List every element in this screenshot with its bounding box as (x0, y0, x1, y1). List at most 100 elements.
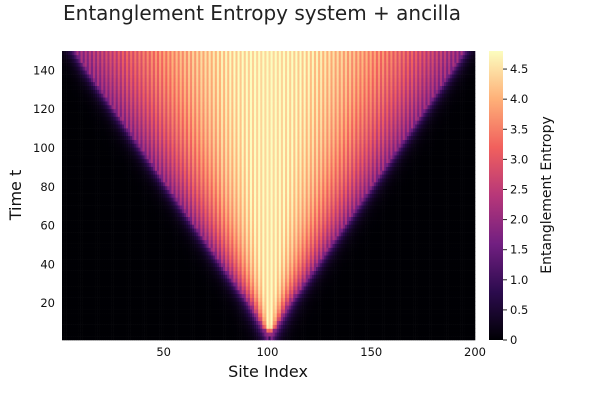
heatmap-cell (369, 336, 373, 341)
heatmap-cell (266, 262, 269, 268)
heatmap-cell (192, 332, 195, 337)
heatmap-cell (468, 278, 472, 283)
heatmap-cell (398, 313, 401, 318)
heatmap-cell (210, 313, 214, 318)
heatmap-cell (113, 332, 116, 337)
heatmap-cell (344, 336, 348, 341)
heatmap-cell (382, 305, 385, 310)
heatmap-cell (357, 266, 360, 271)
heatmap-cell (126, 262, 129, 268)
heatmap-cell (363, 255, 366, 260)
heatmap-cell (70, 320, 73, 325)
heatmap-cell (113, 262, 116, 268)
heatmap-cell (369, 305, 373, 310)
heatmap-cell (103, 313, 106, 318)
heatmap-cell (251, 324, 255, 329)
heatmap-cell (285, 332, 288, 337)
heatmap-cell (138, 251, 141, 256)
heatmap-cell (148, 278, 152, 283)
heatmap-cell (384, 270, 387, 275)
heatmap-cell (427, 251, 430, 256)
heatmap-cell (305, 270, 309, 275)
heatmap-cell (400, 289, 404, 295)
heatmap-cell (297, 286, 300, 291)
heatmap-cell (144, 251, 147, 256)
heatmap-cell (301, 247, 304, 252)
heatmap-cell (64, 255, 67, 260)
heatmap-cell (410, 255, 414, 260)
heatmap-cell (285, 313, 288, 318)
heatmap-cell (152, 262, 156, 268)
heatmap-cell (305, 259, 309, 264)
heatmap-cell (371, 305, 375, 310)
heatmap-cell (119, 243, 123, 248)
heatmap-cell (328, 278, 331, 283)
heatmap-cell (140, 305, 143, 310)
heatmap-cell (365, 286, 368, 291)
heatmap-cell (452, 243, 455, 248)
heatmap-cell (74, 297, 77, 302)
heatmap-cell (388, 297, 391, 302)
heatmap-cell (320, 328, 323, 333)
heatmap-cell (359, 282, 362, 287)
heatmap-cell (68, 259, 71, 264)
heatmap-cell (183, 243, 187, 248)
heatmap-cell (472, 289, 476, 295)
heatmap-cell (247, 255, 251, 260)
heatmap-cell (235, 278, 238, 283)
heatmap-cell (342, 328, 346, 333)
heatmap-cell (322, 278, 325, 283)
heatmap-cell (458, 262, 461, 268)
heatmap-cell (280, 332, 284, 337)
heatmap-cell (156, 251, 160, 256)
heatmap-cell (204, 266, 207, 271)
heatmap-cell (458, 255, 461, 260)
heatmap-cell (419, 332, 422, 337)
heatmap-cell (437, 262, 441, 268)
heatmap-cell (301, 266, 304, 271)
heatmap-cell (156, 278, 160, 283)
heatmap-cell (134, 282, 137, 287)
heatmap-cell (247, 313, 251, 318)
heatmap-cell (448, 293, 451, 298)
heatmap-cell (359, 286, 362, 291)
heatmap-cell (210, 286, 214, 291)
heatmap-cell (382, 286, 385, 291)
heatmap-cell (342, 313, 346, 318)
heatmap-cell (208, 266, 211, 271)
heatmap-cell (254, 316, 257, 322)
heatmap-cell (369, 247, 373, 252)
heatmap-cell (464, 278, 468, 283)
heatmap-cell (260, 336, 263, 341)
heatmap-cell (270, 259, 273, 264)
heatmap-cell (90, 320, 94, 325)
heatmap-cell (105, 243, 108, 248)
heatmap-cell (202, 305, 205, 310)
heatmap-cell (351, 316, 354, 322)
heatmap-cell (80, 278, 83, 283)
heatmap-cell (192, 293, 195, 298)
heatmap-cell (340, 270, 344, 275)
heatmap-cell (472, 309, 476, 314)
heatmap-cell (175, 328, 178, 333)
heatmap-cell (328, 301, 331, 306)
heatmap-cell (392, 286, 395, 291)
heatmap-cell (167, 251, 170, 256)
heatmap-cell (107, 301, 110, 306)
heatmap-cell (185, 289, 189, 295)
heatmap-cell (101, 282, 104, 287)
heatmap-cell (289, 320, 292, 325)
heatmap-cell (272, 266, 275, 271)
heatmap-cell (394, 278, 397, 283)
heatmap-cell (185, 324, 189, 329)
heatmap-cell (218, 278, 222, 283)
heatmap-cell (229, 320, 232, 325)
heatmap-cell (289, 336, 292, 341)
heatmap-cell (200, 243, 203, 248)
heatmap-cell (382, 259, 385, 264)
heatmap-cell (466, 282, 470, 287)
heatmap-cell (181, 324, 185, 329)
heatmap-cell (64, 313, 67, 318)
heatmap-cell (88, 293, 92, 298)
heatmap-cell (192, 289, 195, 295)
